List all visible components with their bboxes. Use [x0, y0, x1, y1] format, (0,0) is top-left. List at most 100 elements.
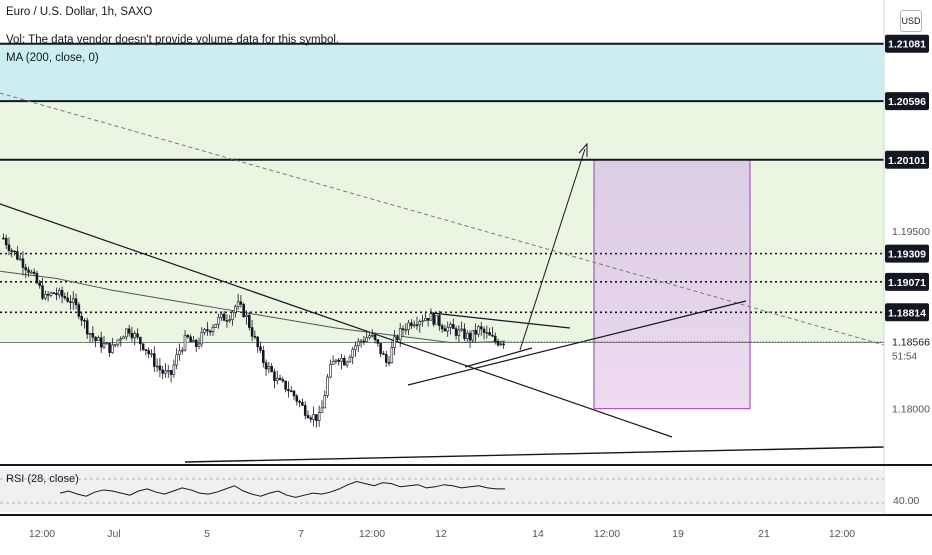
candle-body — [111, 344, 114, 353]
symbol-legend[interactable]: Euro / U.S. Dollar, 1h, SAXO — [6, 6, 153, 18]
candle-body — [231, 311, 234, 320]
x-tick-label: Jul — [107, 528, 120, 540]
candle-body — [309, 417, 313, 420]
moving-average-line — [0, 270, 506, 343]
candle-body — [320, 407, 324, 413]
candle-body — [440, 325, 444, 330]
candle-body — [186, 335, 190, 338]
candle-body — [119, 338, 123, 341]
candle-body — [10, 250, 14, 252]
rsi-legend: RSI (28, close) — [6, 473, 79, 485]
candle-body — [122, 336, 125, 339]
candle-body — [303, 405, 307, 416]
price-label-box — [885, 244, 929, 263]
candle-body — [189, 336, 192, 342]
candle-body — [323, 395, 327, 409]
candle-body — [449, 324, 452, 328]
candle-body — [49, 292, 53, 296]
candle-body — [7, 244, 11, 251]
candle-body — [35, 273, 39, 284]
candle-body — [16, 251, 19, 260]
candle-body — [253, 335, 257, 338]
candle-body — [365, 337, 368, 342]
candle-body — [77, 304, 81, 317]
candle-body — [306, 415, 310, 419]
candle-body — [74, 298, 78, 305]
candle-body — [499, 343, 503, 346]
price-label-text: 1.19309 — [888, 249, 926, 261]
candle-body — [217, 317, 220, 325]
candle-body — [105, 342, 109, 345]
ma-legend[interactable]: MA (200, close, 0) — [6, 52, 99, 64]
candles-group — [2, 233, 505, 428]
candle-body — [446, 327, 449, 332]
candle-body — [485, 332, 489, 334]
x-tick-label: 12:00 — [594, 528, 620, 540]
candle-body — [370, 334, 374, 337]
candle-body — [376, 339, 380, 344]
candle-body — [289, 390, 293, 393]
candle-body — [301, 402, 304, 406]
candle-body — [214, 323, 218, 328]
triangle-lower-line — [464, 347, 533, 368]
candle-body — [155, 365, 159, 368]
x-tick-label: 21 — [758, 528, 770, 540]
candle-body — [340, 358, 343, 362]
x-tick-label: 12:00 — [829, 528, 855, 540]
candle-body — [398, 328, 402, 341]
candle-body — [432, 313, 436, 325]
candle-body — [460, 328, 463, 331]
rsi-line — [59, 481, 505, 498]
candle-body — [312, 414, 315, 420]
currency-badge[interactable]: USD — [900, 10, 922, 32]
candle-body — [99, 337, 103, 348]
candle-body — [69, 301, 72, 303]
x-tick-label: 5 — [204, 528, 210, 540]
candle-body — [343, 358, 346, 366]
price-label-text: 1.20596 — [888, 96, 926, 108]
candle-body — [164, 370, 167, 374]
candle-body — [183, 335, 187, 351]
price-label-box — [885, 92, 929, 111]
candle-body — [46, 293, 50, 296]
candle-body — [158, 365, 162, 371]
candle-body — [88, 333, 92, 335]
candle-body — [426, 318, 430, 321]
candle-body — [387, 362, 391, 364]
candle-body — [38, 282, 42, 287]
candle-body — [362, 340, 366, 343]
rsi-tick-label: 40.00 — [893, 495, 919, 507]
candle-body — [71, 298, 75, 303]
candle-body — [454, 328, 458, 336]
candle-body — [136, 333, 139, 338]
candle-body — [52, 292, 55, 295]
candle-body — [270, 366, 273, 373]
candle-body — [298, 400, 301, 403]
candle-body — [83, 319, 86, 322]
candle-body — [262, 350, 265, 364]
candle-body — [326, 376, 329, 396]
candle-body — [206, 329, 209, 332]
candle-body — [468, 332, 472, 341]
candle-body — [27, 269, 30, 273]
candle-body — [194, 339, 198, 347]
candle-body — [273, 371, 276, 381]
candle-body — [393, 336, 396, 348]
candle-body — [133, 333, 137, 339]
current-price-label: 1.18566 — [892, 337, 930, 349]
price-label-box — [885, 34, 929, 53]
candle-body — [220, 313, 223, 318]
candle-body — [130, 332, 134, 339]
arrow-head — [578, 142, 588, 157]
candle-body — [91, 333, 95, 338]
candle-body — [496, 341, 500, 346]
candle-body — [161, 369, 164, 374]
candle-body — [351, 349, 354, 358]
candle-body — [488, 332, 491, 336]
candle-body — [477, 326, 480, 335]
candle-body — [334, 359, 338, 362]
candle-body — [127, 328, 131, 334]
candle-body — [429, 313, 433, 321]
